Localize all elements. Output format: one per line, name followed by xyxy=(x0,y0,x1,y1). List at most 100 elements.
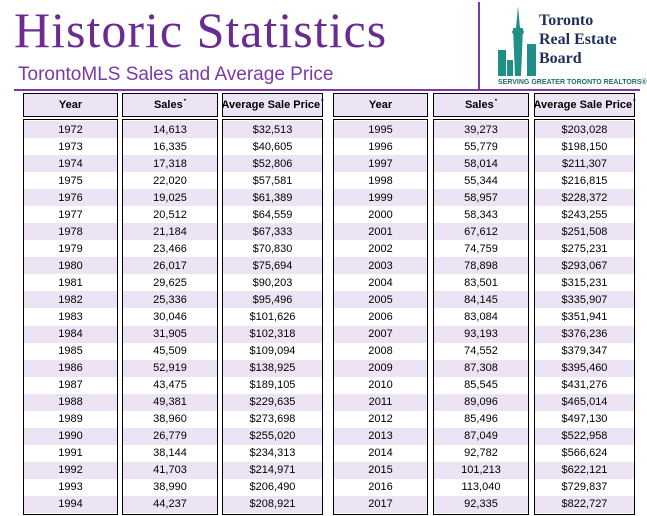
cell: 1983 xyxy=(58,310,83,323)
column: 14,613 16,335 17,318 22,020 19,025 20,512 21,1… xyxy=(122,119,218,515)
cell: 29,625 xyxy=(153,276,187,289)
cell: 38,990 xyxy=(153,481,187,494)
cell: $64,559 xyxy=(252,208,293,221)
cell: 58,957 xyxy=(434,189,528,207)
cell: 1999 xyxy=(334,189,427,207)
cell: $822,727 xyxy=(535,495,634,513)
cell: $273,698 xyxy=(249,413,296,426)
cell: $211,307 xyxy=(535,155,634,173)
cell: $214,971 xyxy=(223,461,322,479)
cell: $465,014 xyxy=(535,393,634,411)
footnote-mark: * xyxy=(494,99,498,105)
column-header-label: Sales xyxy=(464,99,494,111)
cell: 26,017 xyxy=(123,257,217,275)
footnote-mark: * xyxy=(183,99,187,105)
cell: $203,028 xyxy=(535,121,634,139)
cell: 1982 xyxy=(24,291,117,309)
cell: $234,313 xyxy=(249,447,296,460)
cell: 101,213 xyxy=(434,461,528,479)
cell: 1984 xyxy=(24,325,117,343)
cell: 1979 xyxy=(58,242,83,255)
column: 1995 1996 1997 1998 1999 2000 2001 2002 2003 2004… xyxy=(333,119,428,515)
cell: $729,837 xyxy=(561,481,608,494)
cell: 31,905 xyxy=(123,325,217,343)
column-header: Year xyxy=(23,93,118,117)
cell: 38,960 xyxy=(153,413,187,426)
cell: 1973 xyxy=(58,140,83,153)
cell: $229,635 xyxy=(223,393,322,411)
divider xyxy=(478,2,480,89)
cell: $57,581 xyxy=(252,174,293,187)
column-header-label: Average Sale Price xyxy=(533,99,633,111)
cell: 1985 xyxy=(58,345,83,358)
cell: 85,496 xyxy=(464,413,498,426)
cell: 1998 xyxy=(368,174,393,187)
divider xyxy=(14,89,640,91)
cell: $243,255 xyxy=(561,208,608,221)
logo-icon xyxy=(498,6,536,76)
cell: 52,919 xyxy=(123,359,217,377)
cell: 49,381 xyxy=(123,393,217,411)
cell: 87,308 xyxy=(434,359,528,377)
cell: 2008 xyxy=(368,345,393,358)
cell: $95,496 xyxy=(223,291,322,309)
cell: 87,049 xyxy=(434,427,528,445)
cell: 1981 xyxy=(58,276,83,289)
cell: 20,512 xyxy=(153,208,187,221)
cell: 17,318 xyxy=(123,155,217,173)
cell: $395,460 xyxy=(535,359,634,377)
cell: 2015 xyxy=(334,461,427,479)
cell: 1977 xyxy=(58,208,83,221)
cell: 1989 xyxy=(58,413,83,426)
cell: 1978 xyxy=(24,223,117,241)
cell: $189,105 xyxy=(249,379,296,392)
cell: $206,490 xyxy=(249,481,296,494)
column: 1972 1973 1974 1975 1976 1977 1978 1979 1980 1981… xyxy=(23,119,118,515)
title: Historic Statistics xyxy=(14,2,388,58)
cell: 74,759 xyxy=(464,242,498,255)
cell: 2017 xyxy=(334,495,427,513)
subtitle: TorontoMLS Sales and Average Price xyxy=(18,64,334,85)
cell: 1995 xyxy=(334,121,427,139)
cell: 41,703 xyxy=(123,461,217,479)
column: 39,273 55,779 58,014 55,344 58,957 58,343 67,6… xyxy=(433,119,529,515)
column-header-label: Sales xyxy=(153,99,183,111)
logo-text: Board xyxy=(539,50,582,67)
logo-text: Real Estate xyxy=(539,31,617,48)
cell: 25,336 xyxy=(123,291,217,309)
cell: $70,830 xyxy=(252,242,293,255)
cell: $32,513 xyxy=(223,121,322,139)
cell: $255,020 xyxy=(223,427,322,445)
cell: $228,372 xyxy=(535,189,634,207)
cell: 93,193 xyxy=(434,325,528,343)
cell: 1990 xyxy=(24,427,117,445)
cell: 1972 xyxy=(24,121,117,139)
cell: 1997 xyxy=(334,155,427,173)
cell: 2014 xyxy=(368,447,393,460)
cell: $522,958 xyxy=(535,427,634,445)
cell: 85,545 xyxy=(464,379,498,392)
cell: $101,626 xyxy=(249,310,296,323)
cell: 55,779 xyxy=(464,140,498,153)
cell: 1980 xyxy=(24,257,117,275)
cell: 58,014 xyxy=(434,155,528,173)
cell: 74,552 xyxy=(464,345,498,358)
cell: 2000 xyxy=(368,208,393,221)
cell: $61,389 xyxy=(223,189,322,207)
cell: $90,203 xyxy=(252,276,293,289)
cell: 2011 xyxy=(334,393,427,411)
logo-tagline: SERVING GREATER TORONTO REALTORS® xyxy=(498,79,647,86)
cell: $52,806 xyxy=(223,155,322,173)
cell: 1976 xyxy=(24,189,117,207)
cell: 113,040 xyxy=(461,481,501,494)
cell: 23,466 xyxy=(153,242,187,255)
cell: 44,237 xyxy=(123,495,217,513)
logo-text: Toronto xyxy=(539,12,594,29)
column-header-label: Year xyxy=(58,99,83,111)
cell: 1986 xyxy=(24,359,117,377)
cell: 2012 xyxy=(368,413,393,426)
cell: $198,150 xyxy=(561,140,608,153)
column-header: Sales * xyxy=(122,93,218,117)
cell: $293,067 xyxy=(535,257,634,275)
